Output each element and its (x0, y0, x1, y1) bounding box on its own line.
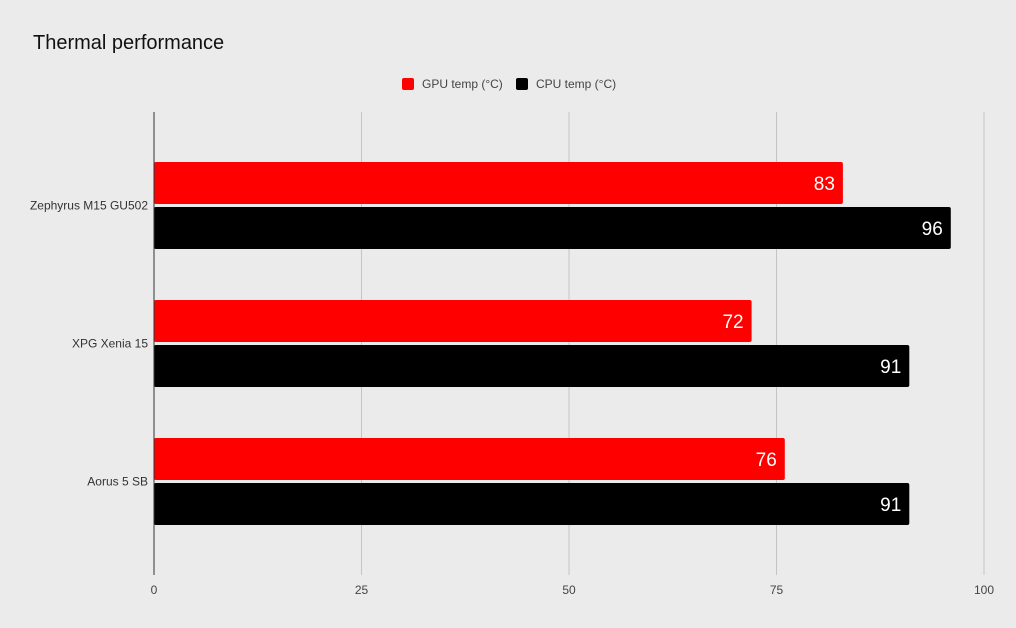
chart-title: Thermal performance (33, 32, 224, 54)
bar-value-label: 91 (880, 495, 901, 516)
bar-value-label: 96 (922, 219, 943, 240)
gpu-temp-bar (154, 438, 785, 480)
category-label: XPG Xenia 15 (72, 337, 148, 351)
gpu-temp-bar (154, 300, 752, 342)
legend: GPU temp (°C) CPU temp (°C) (402, 77, 616, 91)
category-label: Zephyrus M15 GU502 (30, 199, 148, 213)
bar-value-label: 83 (814, 174, 835, 195)
x-tick-label: 75 (770, 583, 784, 597)
cpu-temp-bar (154, 483, 910, 525)
cpu-temp-bar (154, 345, 910, 387)
category-label: Aorus 5 SB (87, 475, 148, 489)
gpu-temp-bar (154, 162, 843, 204)
data-labels: 83 96 72 91 76 91 (722, 174, 942, 516)
category-labels: Zephyrus M15 GU502 XPG Xenia 15 Aorus 5 SB (30, 199, 148, 489)
legend-label: CPU temp (°C) (536, 77, 616, 91)
x-tick-label: 0 (151, 583, 158, 597)
bars (154, 162, 951, 525)
legend-swatch (516, 78, 528, 90)
x-tick-label: 100 (974, 583, 994, 597)
bar-value-label: 76 (756, 450, 777, 471)
cpu-temp-bar (154, 207, 951, 249)
legend-label: GPU temp (°C) (422, 77, 503, 91)
x-tick-label: 25 (355, 583, 369, 597)
x-axis-ticks: 0 25 50 75 100 (151, 583, 995, 597)
legend-swatch (402, 78, 414, 90)
bar-value-label: 91 (880, 357, 901, 378)
bar-value-label: 72 (722, 312, 743, 333)
x-tick-label: 50 (562, 583, 576, 597)
